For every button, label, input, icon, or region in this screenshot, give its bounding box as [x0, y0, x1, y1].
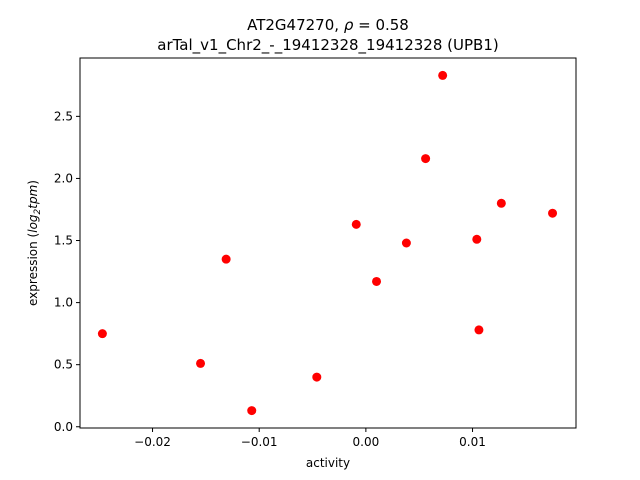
y-tick-label: 2.0	[54, 171, 73, 185]
scatter-point	[548, 208, 558, 218]
y-tick-label: 0.5	[54, 358, 73, 372]
y-tick-label: 1.5	[54, 234, 73, 248]
x-tick-label: 0.01	[459, 435, 486, 449]
scatter-point	[196, 358, 206, 368]
axis-ticks: −0.02 −0.01 0.00 0.01 0.0 0.5 1.0 1.5 2.0 2.5	[54, 109, 486, 449]
scatter-point	[401, 238, 411, 248]
y-tick-label: 2.5	[54, 109, 73, 123]
chart-title-line1: AT2G47270, ρ = 0.58	[247, 16, 409, 34]
scatter-point	[221, 254, 231, 264]
x-tick-label: 0.00	[353, 435, 380, 449]
scatter-point	[496, 198, 506, 208]
data-points	[97, 70, 558, 416]
scatter-point	[438, 70, 448, 80]
x-tick-label: −0.01	[241, 435, 278, 449]
y-tick-label: 1.0	[54, 296, 73, 310]
scatter-point	[247, 406, 257, 416]
scatter-point	[421, 154, 431, 164]
x-tick-label: −0.02	[134, 435, 171, 449]
scatter-point	[472, 234, 482, 244]
scatter-point	[312, 372, 322, 382]
plot-area-frame	[79, 57, 577, 429]
y-axis-label: expression (log2tpm)	[26, 180, 43, 306]
scatter-point	[97, 329, 107, 339]
scatter-point	[474, 325, 484, 335]
x-axis-label: activity	[306, 456, 350, 470]
scatter-point	[351, 219, 361, 229]
y-tick-label: 0.0	[54, 420, 73, 434]
scatter-point	[372, 276, 382, 286]
chart-title-line2: arTal_v1_Chr2_-_19412328_19412328 (UPB1)	[157, 36, 498, 55]
